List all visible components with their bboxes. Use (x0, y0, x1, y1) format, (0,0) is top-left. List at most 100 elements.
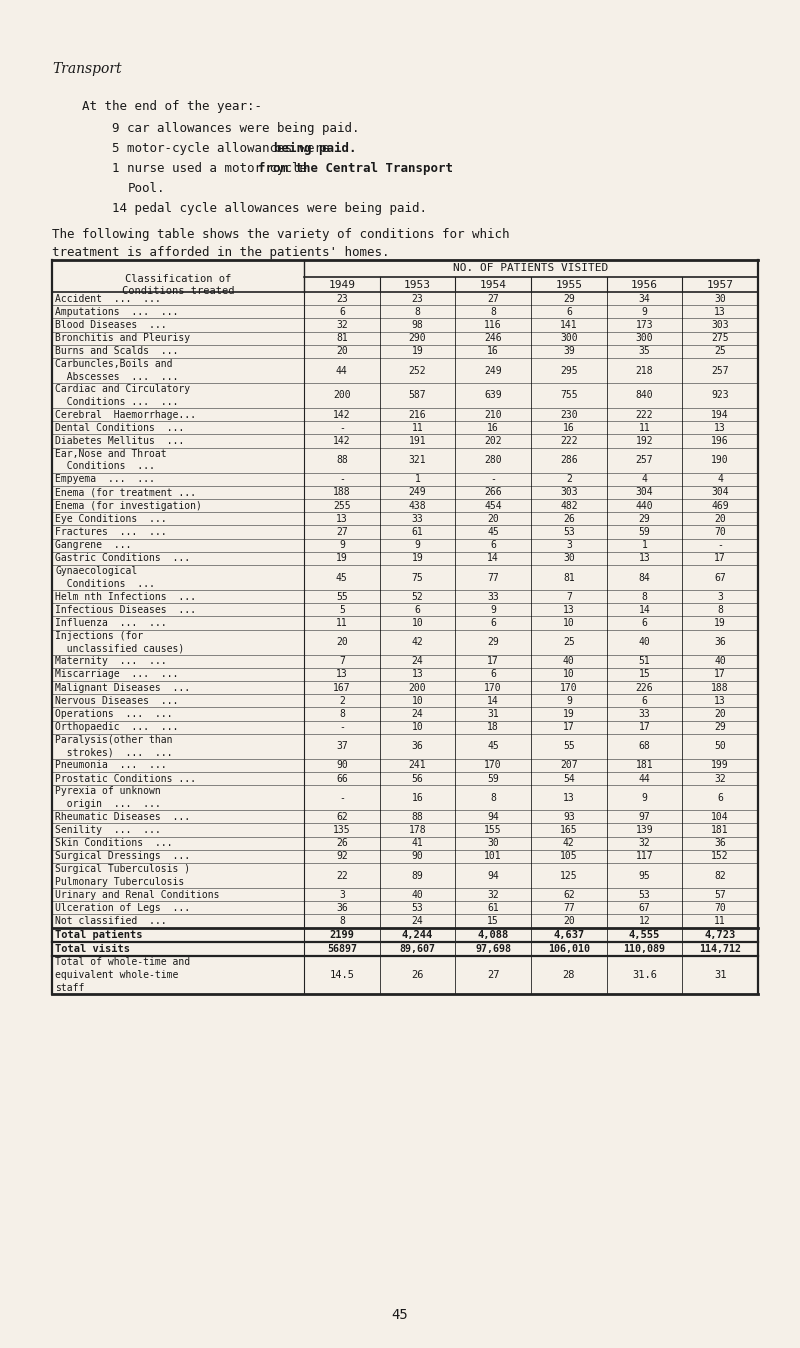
Text: 142: 142 (333, 435, 350, 446)
Text: 77: 77 (487, 573, 499, 582)
Text: 15: 15 (638, 670, 650, 679)
Text: Burns and Scalds  ...: Burns and Scalds ... (55, 346, 178, 356)
Text: 181: 181 (636, 760, 654, 771)
Text: 216: 216 (409, 410, 426, 419)
Text: 141: 141 (560, 319, 578, 330)
Text: 67: 67 (714, 573, 726, 582)
Text: 53: 53 (638, 890, 650, 899)
Text: 4,637: 4,637 (554, 930, 585, 940)
Text: 14: 14 (638, 605, 650, 615)
Text: 13: 13 (714, 307, 726, 317)
Text: 8: 8 (490, 307, 496, 317)
Text: 97,698: 97,698 (475, 944, 511, 954)
Text: 117: 117 (636, 852, 654, 861)
Text: 202: 202 (484, 435, 502, 446)
Text: 36: 36 (412, 741, 423, 751)
Text: origin  ...  ...: origin ... ... (55, 799, 161, 809)
Text: 94: 94 (487, 871, 499, 880)
Text: 36: 36 (714, 838, 726, 848)
Text: 97: 97 (638, 811, 650, 822)
Text: strokes)  ...  ...: strokes) ... ... (55, 748, 173, 758)
Text: 3: 3 (566, 541, 572, 550)
Text: Bronchitis and Pleurisy: Bronchitis and Pleurisy (55, 333, 190, 344)
Text: 280: 280 (484, 456, 502, 465)
Text: Gastric Conditions  ...: Gastric Conditions ... (55, 554, 190, 563)
Text: 6: 6 (642, 696, 647, 706)
Text: 9: 9 (642, 793, 647, 802)
Text: 16: 16 (487, 346, 499, 356)
Text: 1: 1 (414, 474, 421, 484)
Text: 57: 57 (714, 890, 726, 899)
Text: 246: 246 (484, 333, 502, 344)
Text: 8: 8 (339, 917, 345, 926)
Text: Gangrene  ...: Gangrene ... (55, 541, 131, 550)
Text: 9 car allowances were being paid.: 9 car allowances were being paid. (112, 123, 359, 135)
Text: 155: 155 (484, 825, 502, 834)
Text: Prostatic Conditions ...: Prostatic Conditions ... (55, 774, 196, 783)
Text: 10: 10 (412, 617, 423, 628)
Text: 8: 8 (414, 307, 421, 317)
Text: 36: 36 (714, 638, 726, 647)
Text: 40: 40 (563, 656, 574, 666)
Text: 17: 17 (714, 554, 726, 563)
Text: 30: 30 (714, 294, 726, 303)
Text: 55: 55 (336, 592, 348, 601)
Text: 170: 170 (560, 682, 578, 693)
Text: 31: 31 (487, 709, 499, 718)
Text: 22: 22 (336, 871, 348, 880)
Text: 6: 6 (718, 793, 723, 802)
Text: 10: 10 (412, 696, 423, 706)
Text: 25: 25 (563, 638, 574, 647)
Text: 42: 42 (412, 638, 423, 647)
Text: 10: 10 (563, 670, 574, 679)
Text: 94: 94 (487, 811, 499, 822)
Text: 181: 181 (711, 825, 729, 834)
Text: 59: 59 (638, 527, 650, 537)
Text: 218: 218 (636, 365, 654, 376)
Text: from the Central Transport: from the Central Transport (258, 162, 453, 175)
Text: 20: 20 (336, 638, 348, 647)
Text: Conditions ...  ...: Conditions ... ... (55, 396, 178, 407)
Text: 13: 13 (336, 514, 348, 524)
Text: 27: 27 (487, 294, 499, 303)
Text: 1955: 1955 (555, 279, 582, 290)
Text: 840: 840 (636, 391, 654, 400)
Text: Empyema  ...  ...: Empyema ... ... (55, 474, 155, 484)
Text: Conditions  ...: Conditions ... (55, 461, 155, 472)
Text: 88: 88 (412, 811, 423, 822)
Text: 39: 39 (563, 346, 574, 356)
Text: 16: 16 (487, 423, 499, 433)
Text: 93: 93 (563, 811, 574, 822)
Text: 92: 92 (336, 852, 348, 861)
Text: 266: 266 (484, 488, 502, 497)
Text: 40: 40 (714, 656, 726, 666)
Text: 9: 9 (642, 307, 647, 317)
Text: 13: 13 (714, 423, 726, 433)
Text: Helm nth Infections  ...: Helm nth Infections ... (55, 592, 196, 601)
Text: Pool.: Pool. (128, 182, 166, 195)
Text: 41: 41 (412, 838, 423, 848)
Text: 23: 23 (336, 294, 348, 303)
Text: 30: 30 (563, 554, 574, 563)
Text: 35: 35 (638, 346, 650, 356)
Text: 70: 70 (714, 527, 726, 537)
Text: 2199: 2199 (330, 930, 354, 940)
Text: 20: 20 (714, 514, 726, 524)
Text: 125: 125 (560, 871, 578, 880)
Text: Fractures  ...  ...: Fractures ... ... (55, 527, 166, 537)
Text: 286: 286 (560, 456, 578, 465)
Text: 82: 82 (714, 871, 726, 880)
Text: 20: 20 (487, 514, 499, 524)
Text: 105: 105 (560, 852, 578, 861)
Text: Malignant Diseases  ...: Malignant Diseases ... (55, 682, 190, 693)
Text: 56: 56 (412, 774, 423, 783)
Text: 15: 15 (487, 917, 499, 926)
Text: 23: 23 (412, 294, 423, 303)
Text: Accident  ...  ...: Accident ... ... (55, 294, 161, 303)
Text: 52: 52 (412, 592, 423, 601)
Text: 207: 207 (560, 760, 578, 771)
Text: Cardiac and Circulatory: Cardiac and Circulatory (55, 384, 190, 394)
Text: 165: 165 (560, 825, 578, 834)
Text: 20: 20 (336, 346, 348, 356)
Text: 13: 13 (714, 696, 726, 706)
